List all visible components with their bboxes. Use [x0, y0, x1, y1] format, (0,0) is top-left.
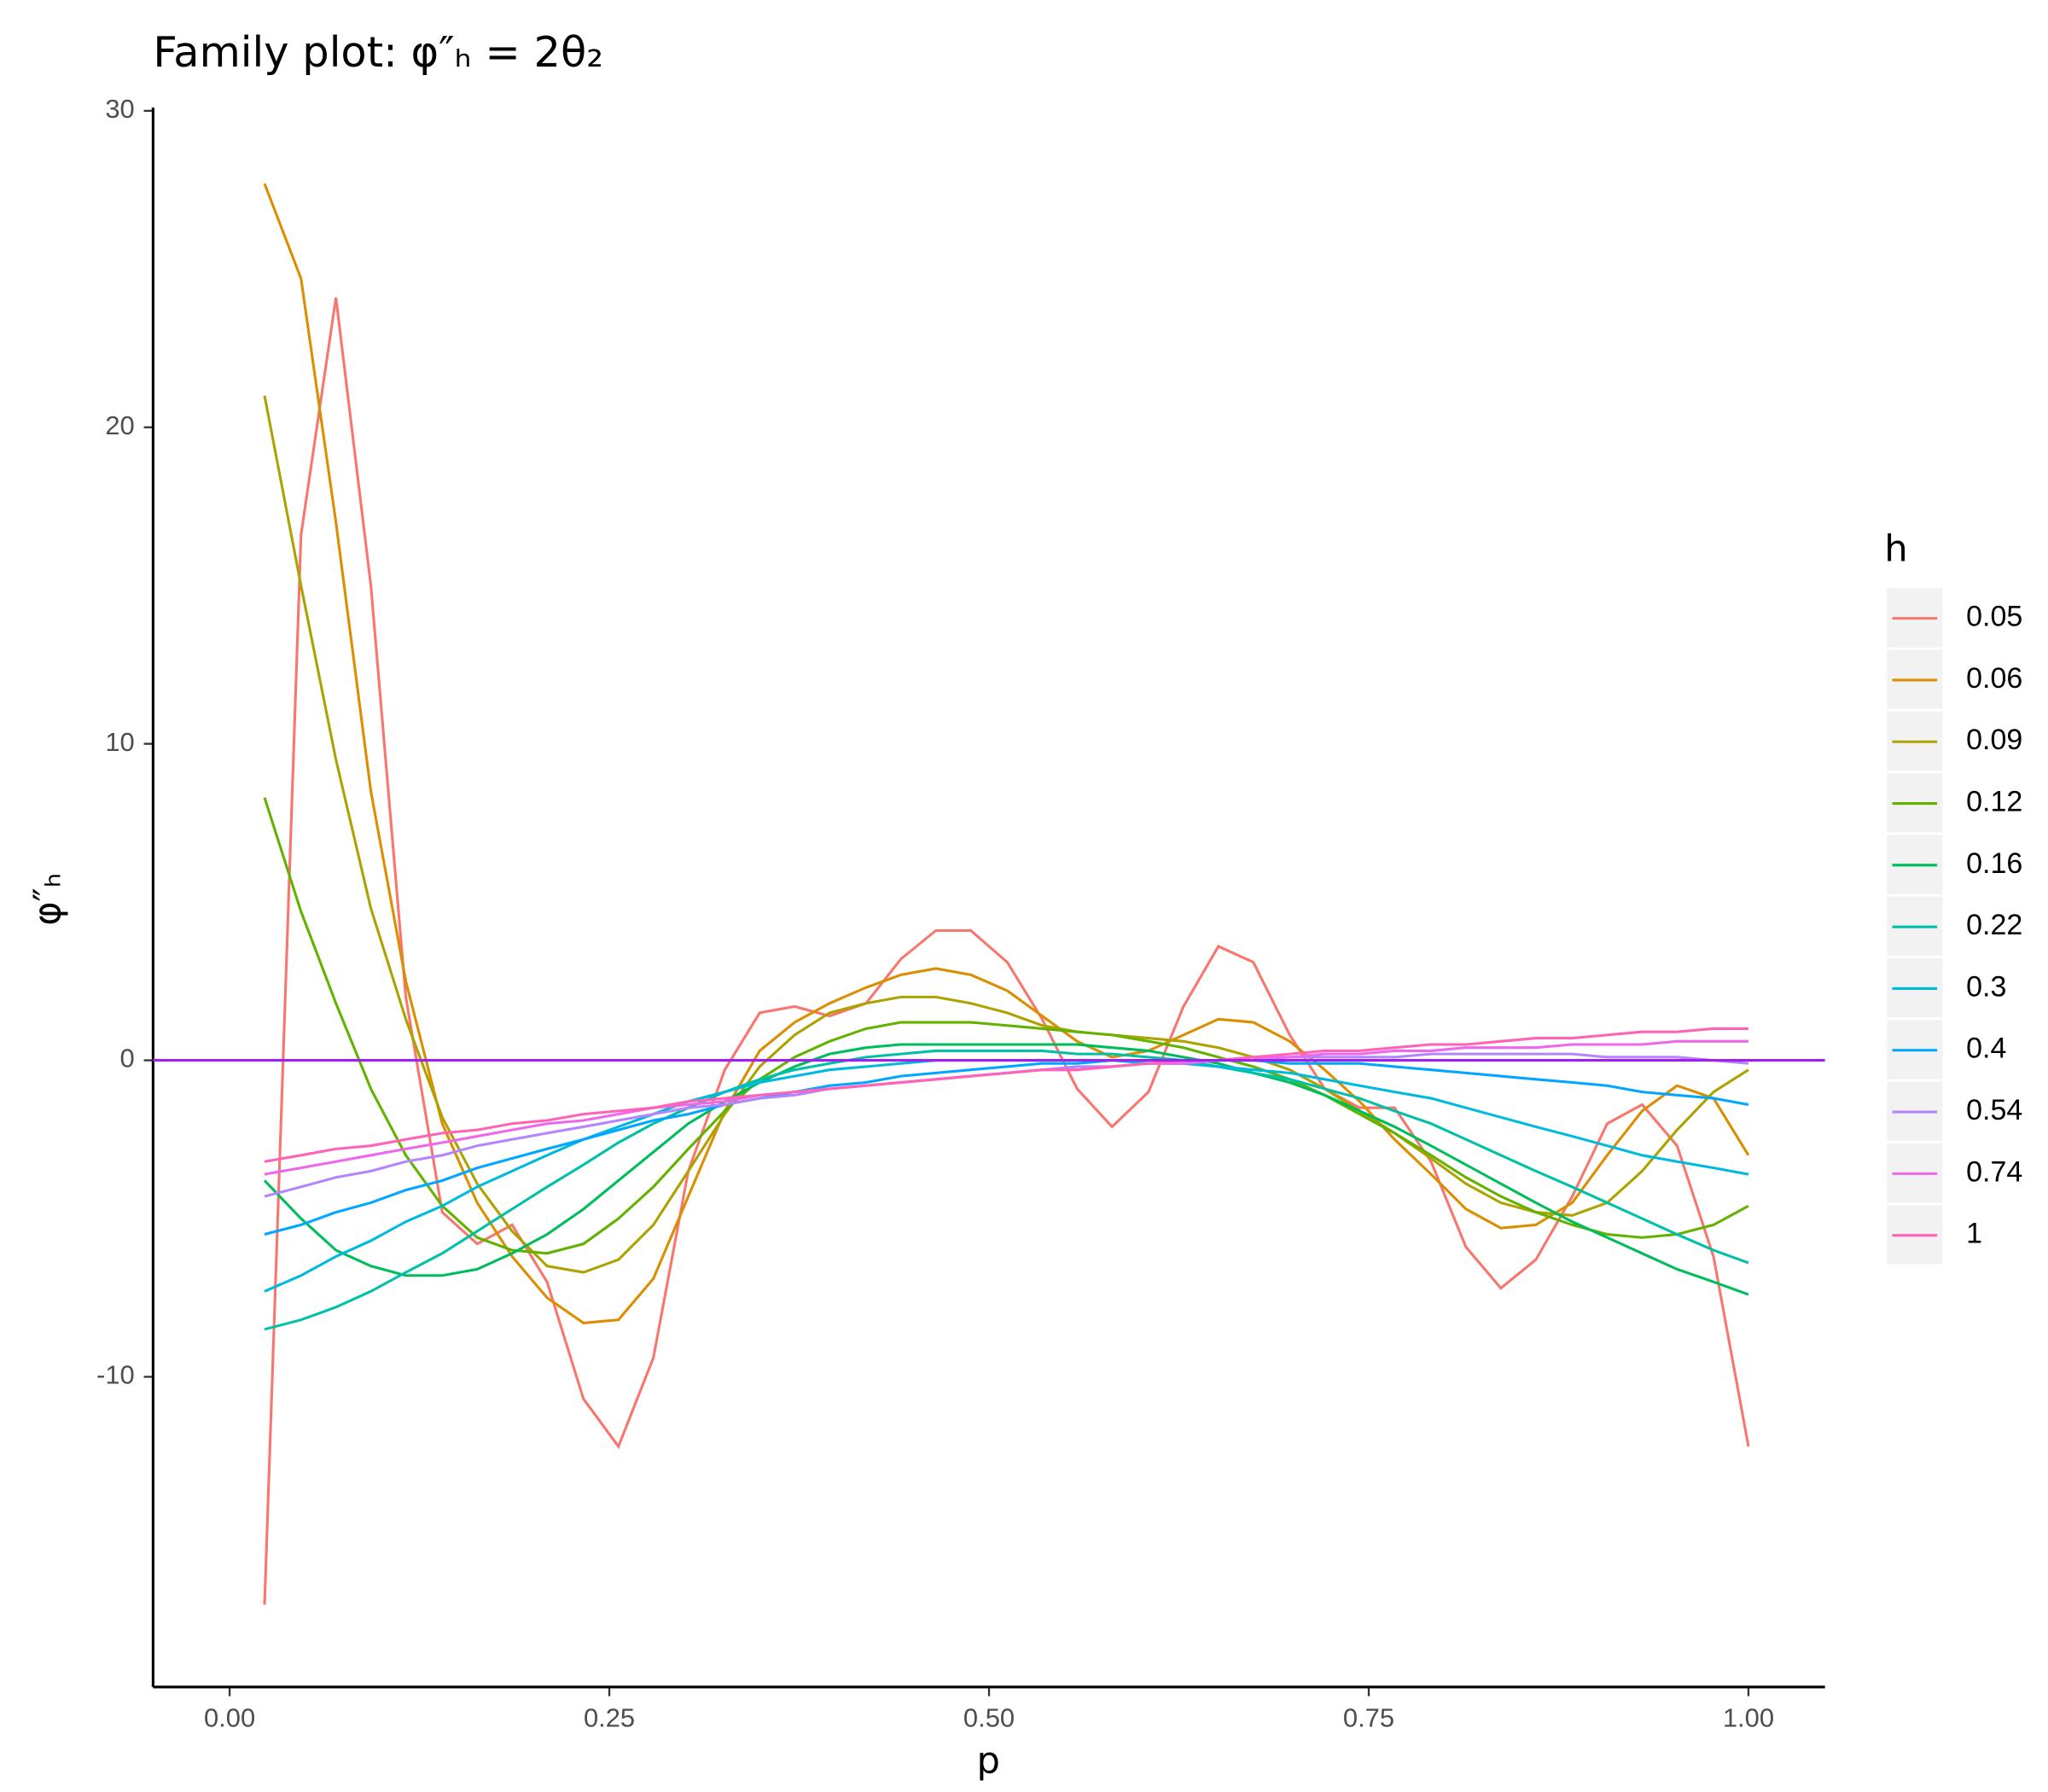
legend-title: h — [1884, 528, 1907, 571]
series-line — [264, 1059, 1749, 1293]
y-tick-label: 30 — [105, 94, 134, 124]
x-tick-label: 0.00 — [204, 1703, 255, 1733]
y-tick-label: 10 — [105, 727, 134, 757]
series-line — [263, 297, 1750, 1605]
legend-label: 0.74 — [1966, 1155, 2022, 1188]
x-tick-label: 0.75 — [1343, 1703, 1394, 1733]
x-tick-label: 1.00 — [1723, 1703, 1774, 1733]
x-tick-label: 0.25 — [584, 1703, 635, 1733]
legend-label: 1 — [1966, 1218, 1982, 1250]
series-line — [264, 1049, 1749, 1331]
legend-label: 0.16 — [1966, 847, 2022, 880]
y-tick-label: 20 — [105, 410, 134, 440]
y-tick-label: 0 — [120, 1044, 135, 1073]
y-axis-label: φ″ₕ — [26, 873, 69, 926]
legend-label: 0.09 — [1966, 724, 2022, 756]
series-line — [263, 395, 1749, 1274]
legend-label: 0.22 — [1966, 909, 2022, 941]
chart-title: Family plot: φ″ₕ = 2θ₂ — [153, 27, 603, 77]
legend-label: 0.06 — [1966, 662, 2022, 695]
series-line — [263, 183, 1750, 1324]
x-tick-label: 0.50 — [963, 1703, 1015, 1733]
x-axis-label: p — [977, 1740, 1000, 1783]
series-line — [263, 1043, 1749, 1296]
legend-label: 0.54 — [1966, 1094, 2022, 1126]
legend-label: 0.3 — [1966, 970, 2006, 1003]
series-line — [263, 797, 1749, 1255]
series-line — [264, 1027, 1748, 1163]
series-line — [264, 1059, 1749, 1236]
y-tick-label: -10 — [96, 1360, 135, 1390]
legend-label: 0.12 — [1966, 786, 2022, 818]
legend-label: 0.4 — [1966, 1033, 2006, 1065]
legend-label: 0.05 — [1966, 601, 2022, 633]
